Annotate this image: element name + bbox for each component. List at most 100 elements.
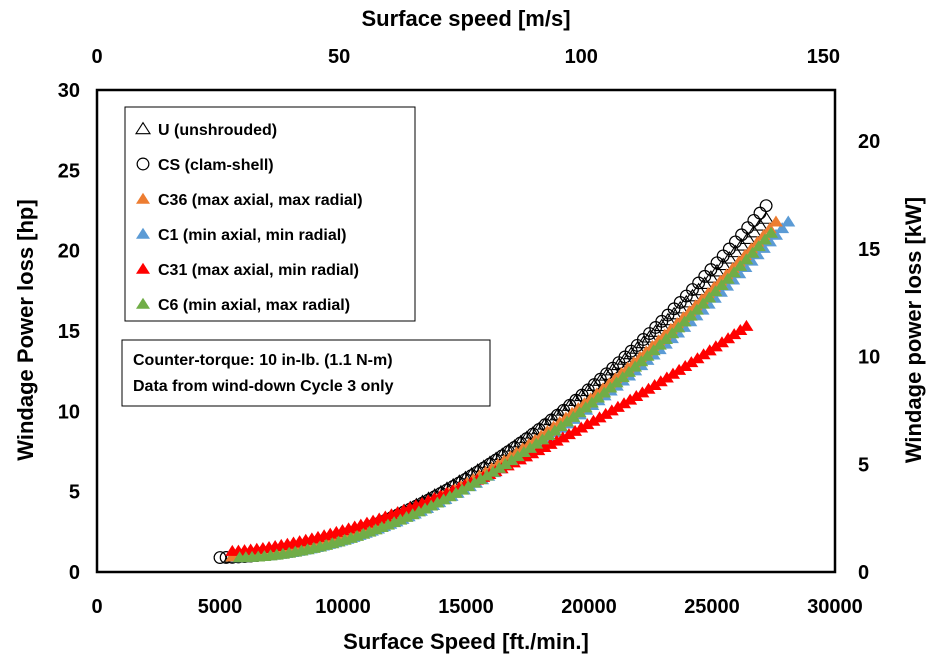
data-point — [696, 276, 713, 290]
tick-labels: 0 5000 10000 15000 20000 25000 300000510152025… — [58, 46, 881, 618]
data-point — [690, 352, 705, 364]
data-point — [592, 411, 607, 423]
x-axis-title: Surface Speed [ft./min.] — [343, 629, 589, 654]
data-point — [653, 375, 668, 387]
y-tick-label: 20 — [58, 241, 80, 263]
annotation: Counter-torque: 10 in-lb. (1.1 N-m) Data… — [121, 339, 491, 407]
data-point — [561, 428, 576, 440]
data-point — [708, 285, 723, 297]
data-point — [720, 272, 735, 284]
annotation-line-2: Data from wind-down Cycle 3 only — [133, 378, 394, 395]
data-point — [492, 461, 507, 473]
data-point — [486, 465, 501, 477]
legend-label-3: C1 (min axial, min radial) — [158, 227, 347, 244]
x-tick-label: 0 — [91, 596, 102, 618]
y-tick-label: 5 — [69, 482, 80, 504]
data-point — [727, 328, 742, 340]
data-point — [683, 309, 698, 321]
data-point — [739, 319, 754, 331]
data-point — [665, 327, 680, 339]
data-point — [751, 217, 768, 231]
data-point — [775, 222, 790, 234]
data-point — [424, 499, 439, 511]
annotation-box — [121, 339, 491, 407]
data-point — [689, 303, 704, 315]
legend-marker-3 — [136, 227, 150, 239]
data-point — [768, 215, 783, 227]
data-point — [418, 502, 433, 514]
data-point — [714, 336, 729, 348]
data-point — [745, 224, 762, 238]
data-point — [678, 360, 693, 372]
data-point — [405, 508, 420, 520]
legend-label-1: CS (clam-shell) — [158, 157, 274, 174]
data-point — [672, 363, 687, 375]
data-point — [479, 469, 494, 481]
data-point — [467, 476, 482, 488]
x2-tick-label: 50 — [328, 46, 350, 68]
data-point — [702, 291, 717, 303]
y-tick-label: 15 — [58, 321, 80, 343]
data-point — [708, 340, 723, 352]
data-point — [448, 486, 463, 498]
series-5 — [232, 226, 779, 563]
series-4 — [225, 319, 754, 556]
x2-tick-label: 100 — [565, 46, 598, 68]
data-point — [745, 246, 760, 258]
data-point — [751, 240, 766, 252]
data-point — [549, 434, 564, 446]
data-point — [665, 367, 680, 379]
data-point — [721, 251, 738, 264]
legend-marker-1 — [136, 157, 150, 171]
legend-marker-4 — [136, 262, 150, 274]
data-point — [652, 338, 667, 350]
legend-label-2: C36 (max axial, max radial) — [158, 192, 363, 209]
y-tick-label: 30 — [58, 80, 80, 102]
data-point — [604, 404, 619, 416]
data-point — [586, 414, 601, 426]
x2-tick-label: 0 — [91, 46, 102, 68]
annotation-line-1: Counter-torque: 10 in-lb. (1.1 N-m) — [133, 352, 393, 369]
data-point — [702, 344, 717, 356]
y2-tick-label: 5 — [858, 454, 869, 476]
data-point — [455, 483, 470, 495]
y-tick-label: 25 — [58, 160, 80, 182]
y2-axis-title: Windage power loss [kW] — [901, 197, 926, 463]
data-point — [684, 356, 699, 368]
data-point — [764, 226, 779, 238]
data-point — [510, 450, 525, 462]
data-point — [709, 263, 726, 277]
data-marks — [213, 199, 796, 564]
data-point — [696, 297, 711, 309]
x-tick-label: 10000 — [315, 596, 371, 618]
data-point — [568, 424, 583, 436]
data-point — [659, 371, 674, 383]
data-point — [715, 257, 732, 271]
data-point — [640, 349, 655, 361]
x-tick-label: 5000 — [198, 596, 243, 618]
data-point — [727, 244, 744, 258]
x-tick-label: 20000 — [561, 596, 617, 618]
data-point — [690, 282, 707, 296]
data-point — [759, 199, 773, 213]
data-point — [757, 233, 772, 245]
x-tick-label: 15000 — [438, 596, 494, 618]
legend-marker-2 — [136, 192, 150, 204]
data-point — [739, 253, 754, 265]
data-point — [733, 238, 750, 251]
y-axis-title: Windage Power loss [hp] — [13, 199, 38, 460]
legend-label-0: U (unshrouded) — [158, 122, 277, 139]
data-point — [646, 344, 661, 356]
data-point — [617, 397, 632, 409]
data-point — [714, 279, 729, 291]
x-tick-label: 25000 — [684, 596, 740, 618]
legend-marker-5 — [136, 297, 150, 309]
legend-box — [124, 106, 416, 322]
data-point — [442, 490, 457, 502]
data-point — [498, 458, 513, 470]
data-point — [504, 454, 519, 466]
data-point — [739, 231, 756, 245]
data-point — [598, 407, 613, 419]
y2-tick-label: 15 — [858, 239, 880, 261]
